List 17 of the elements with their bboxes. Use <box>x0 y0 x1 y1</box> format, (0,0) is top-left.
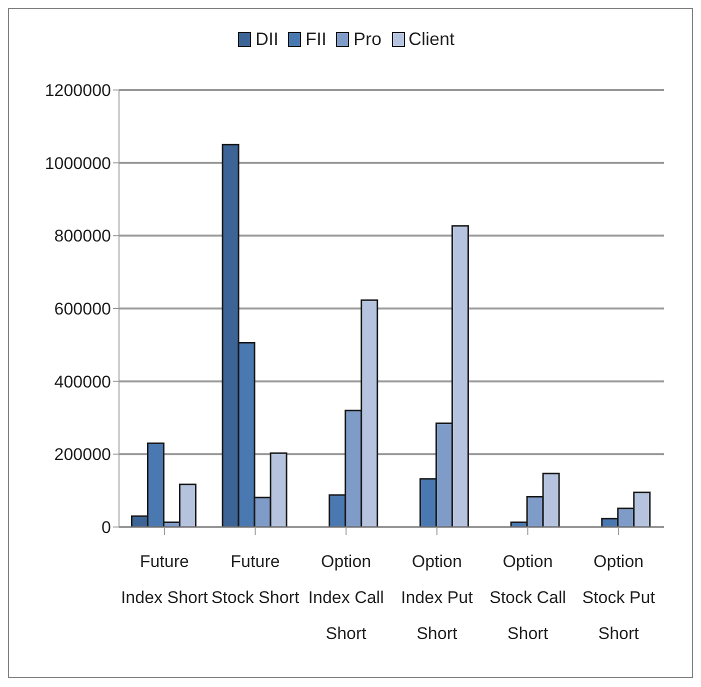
y-tick-label: 600000 <box>54 300 111 319</box>
legend-label: Pro <box>353 29 382 50</box>
y-tick-label: 0 <box>102 518 111 538</box>
y-tick-label: 1000000 <box>44 154 111 173</box>
x-tick-label: Option Stock Call Short <box>489 552 566 643</box>
y-tick-label: 800000 <box>54 226 111 246</box>
x-tick-label: Option Index Call Short <box>308 552 384 643</box>
y-tick-label: 200000 <box>54 445 111 464</box>
legend-label: DII <box>255 29 278 50</box>
x-tick-label: Future Index Short <box>120 552 208 607</box>
y-tick-label: 1200000 <box>44 81 111 100</box>
x-tick-label: Future Stock Short <box>211 552 300 607</box>
legend-label: FII <box>305 29 326 50</box>
legend-label: Client <box>408 29 455 50</box>
x-tick-label: Option Stock Put Short <box>582 552 656 643</box>
y-tick-label: 400000 <box>54 372 111 392</box>
x-tick-label: Option Index Put Short <box>401 552 474 643</box>
